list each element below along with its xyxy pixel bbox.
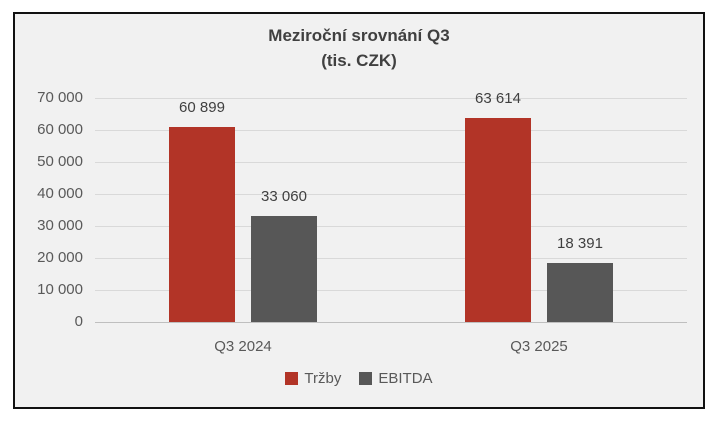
gridline	[95, 290, 687, 291]
legend-swatch-icon	[359, 372, 373, 385]
chart-panel: Meziroční srovnání Q3 (tis. CZK) 70 000 6…	[13, 12, 705, 409]
gridline	[95, 162, 687, 163]
y-tick-label: 60 000	[37, 121, 83, 138]
bar-value-label: 18 391	[557, 235, 603, 252]
chart-subtitle: (tis. CZK)	[321, 51, 397, 70]
y-tick-label: 40 000	[37, 185, 83, 202]
y-tick-label: 0	[74, 313, 83, 330]
x-axis-line	[95, 322, 687, 323]
y-tick-label: 30 000	[37, 217, 83, 234]
legend-item-ebitda: EBITDA	[359, 370, 433, 387]
gridline	[95, 130, 687, 131]
legend: Tržby EBITDA	[15, 370, 703, 387]
bar-value-label: 60 899	[179, 99, 225, 116]
bar-tržby-q3-2025	[465, 118, 531, 322]
chart-canvas: Meziroční srovnání Q3 (tis. CZK) 70 000 6…	[15, 14, 703, 407]
bar-value-label: 33 060	[261, 188, 307, 205]
bar-tržby-q3-2024	[169, 127, 235, 322]
legend-swatch-icon	[285, 372, 299, 385]
gridline	[95, 226, 687, 227]
gridline	[95, 98, 687, 99]
y-tick-label: 10 000	[37, 281, 83, 298]
bar-value-label: 63 614	[475, 90, 521, 107]
y-tick-label: 70 000	[37, 89, 83, 106]
chart-title: Meziroční srovnání Q3	[268, 26, 450, 45]
legend-item-tržby: Tržby	[285, 370, 341, 387]
y-tick-label: 20 000	[37, 249, 83, 266]
y-tick-label: 50 000	[37, 153, 83, 170]
legend-label: Tržby	[304, 370, 342, 387]
x-axis-label: Q3 2024	[214, 338, 272, 355]
gridline	[95, 194, 687, 195]
bar-ebitda-q3-2025	[547, 263, 613, 322]
plot-area	[95, 98, 687, 323]
x-axis-label: Q3 2025	[510, 338, 568, 355]
bar-ebitda-q3-2024	[251, 216, 317, 322]
gridline	[95, 258, 687, 259]
legend-label: EBITDA	[378, 370, 433, 387]
